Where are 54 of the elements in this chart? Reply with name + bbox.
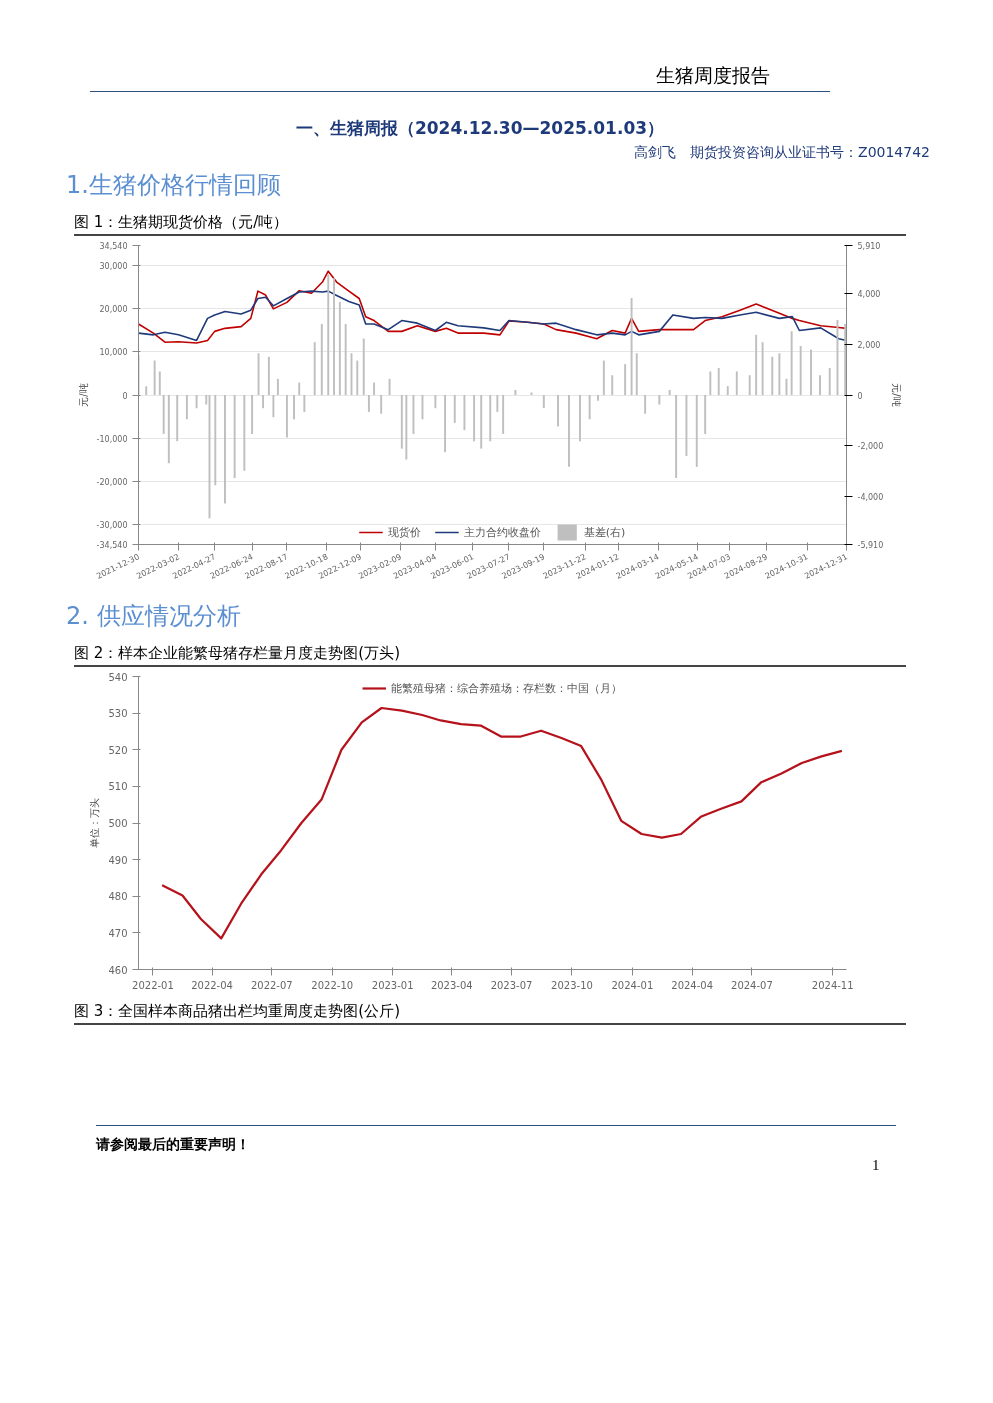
text: 一、生猪周报（2024.12.30—2025.01.03） [295, 117, 665, 140]
y2-axis-title: 元/吨 [891, 383, 903, 407]
x-tick-label: 2024-07 [731, 979, 773, 991]
y-tick-label: 10,000 [99, 348, 128, 358]
x-tick-label: 2023-01 [371, 979, 414, 991]
x-tick-label: 2022-10 [311, 979, 354, 991]
y2-tick-label: -5,910 [857, 541, 884, 550]
chart-title: 图 2：样本企业能繁母猪存栏量月度走势图(万头) [74, 643, 401, 664]
caption: 图 3：全国样本商品猪出栏均重周度走势图(公斤) [74, 1001, 401, 1022]
y-axis-title: 元/吨 [77, 383, 89, 407]
y-tick-label: 0 [122, 391, 128, 401]
y-tick-label: 520 [108, 744, 128, 756]
y-tick-label: 510 [108, 781, 128, 793]
legend-label: 主力合约收盘价 [463, 524, 541, 540]
y2-tick-label: 0 [857, 391, 863, 401]
y-tick-label: -34,540 [96, 541, 128, 550]
x-tick-label: 2022-07 [250, 979, 293, 991]
y-tick-label: 20,000 [99, 304, 128, 314]
y-tick-label: 490 [108, 854, 128, 866]
y-tick-label: -30,000 [96, 521, 128, 531]
y-tick-label: -10,000 [96, 434, 128, 444]
chart-title: 图 1：生猪期现货价格（元/吨） [74, 212, 289, 233]
y-tick-label: 530 [108, 708, 128, 720]
text: 高剑飞 期货投资咨询从业证书号：Z0014742 [634, 143, 930, 162]
y2-tick-label: 4,000 [857, 290, 881, 300]
x-tick-label: 2023-10 [551, 979, 593, 991]
x-tick-label: 2022-01 [132, 979, 174, 991]
y-tick-label: 540 [108, 671, 128, 683]
y-tick-label: 480 [108, 891, 128, 903]
y2-tick-label: -4,000 [857, 492, 884, 502]
y-tick-label: -20,000 [96, 478, 128, 488]
text: 1.生猪价格行情回顾 [66, 170, 281, 201]
y-tick-label: 30,000 [99, 261, 128, 271]
x-tick-label: 2023-07 [490, 979, 533, 991]
y-axis-title: 单位：万头 [89, 798, 101, 848]
x-tick-label: 2023-04 [430, 979, 473, 991]
text: 1 [872, 1156, 880, 1175]
legend-label: 现货价 [387, 524, 421, 540]
x-tick-label: 2024-04 [671, 979, 714, 991]
y2-tick-label: 2,000 [857, 340, 881, 350]
legend-label: 能繁殖母猪：综合养殖场：存栏数：中国（月） [391, 680, 622, 696]
text: 2. 供应情况分析 [66, 601, 241, 632]
y-tick-label: 460 [108, 964, 128, 976]
text: 生猪周度报告 [656, 63, 770, 88]
y2-tick-label: 5,910 [857, 242, 881, 251]
legend-label: 基差(右) [583, 524, 626, 540]
y-tick-label: 34,540 [99, 242, 128, 251]
text: 请参阅最后的重要声明！ [96, 1135, 250, 1154]
x-tick-label: 2024-01 [611, 979, 654, 991]
x-tick-label: 2024-11 [811, 979, 854, 991]
y2-tick-label: -2,000 [857, 442, 884, 452]
y-tick-label: 470 [108, 927, 128, 939]
x-tick-label: 2022-04 [191, 979, 233, 991]
y-tick-label: 500 [108, 818, 128, 829]
